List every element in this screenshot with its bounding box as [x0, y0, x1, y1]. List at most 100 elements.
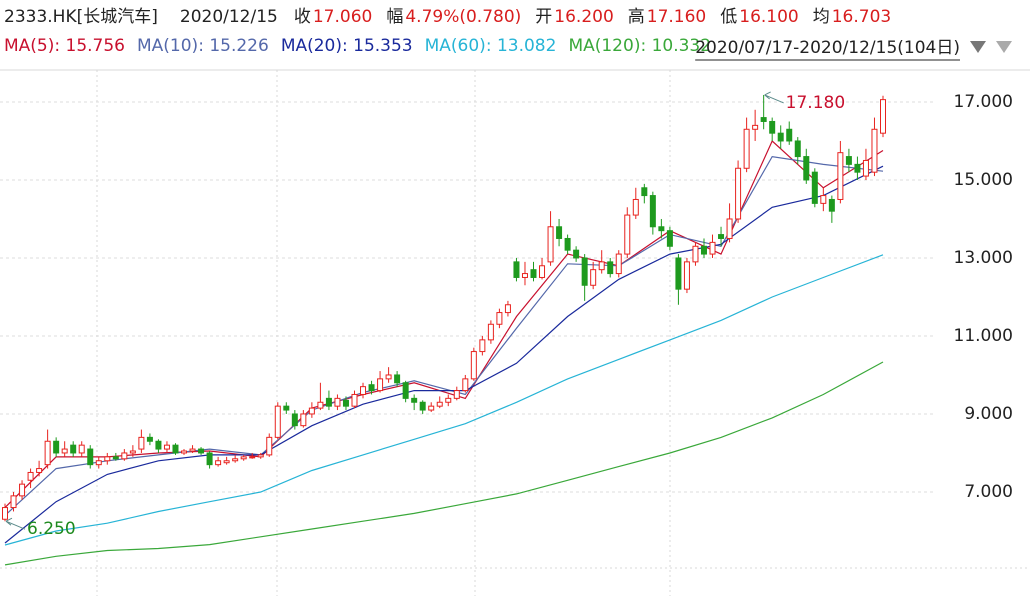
candle-body — [146, 436, 153, 442]
candle-body — [615, 253, 622, 275]
candle-body — [266, 436, 273, 456]
candle-body — [274, 405, 281, 438]
candle-body — [411, 397, 418, 403]
quote-label: 幅 — [386, 7, 403, 27]
candle-body — [70, 444, 77, 454]
candle-body — [504, 304, 511, 314]
candle-body — [581, 257, 588, 286]
y-tick-label: 7.000 — [964, 482, 1013, 502]
candle-body — [598, 261, 605, 271]
candle-body — [683, 261, 690, 290]
quote-value: 17.160 — [647, 7, 706, 27]
ma-line — [4, 254, 884, 546]
candle-body — [53, 440, 60, 454]
candle-body — [649, 195, 656, 228]
candle-body — [496, 312, 503, 325]
legend-entry: MA(5): 15.756 — [4, 36, 125, 56]
candle-body — [10, 495, 17, 509]
candle-body — [539, 265, 546, 278]
dropdown-icon — [970, 41, 986, 53]
candle-body — [317, 401, 324, 409]
candle-body — [163, 444, 170, 450]
candle-body — [590, 269, 597, 286]
candle-body — [777, 132, 784, 142]
y-tick-label: 15.000 — [954, 170, 1013, 190]
quote-label: 均 — [813, 7, 830, 27]
legend-entry: MA(20): 15.353 — [281, 36, 413, 56]
candle-body — [172, 444, 179, 454]
candle-body — [820, 195, 827, 204]
candle-body — [206, 452, 213, 466]
candle-body — [564, 237, 571, 251]
quote-label: 开 — [535, 7, 552, 27]
candle-body — [487, 323, 494, 341]
candle-body — [726, 218, 733, 239]
candle-body — [718, 234, 725, 239]
dropdown-icon — [996, 41, 1012, 53]
candle-body — [573, 249, 580, 259]
candle-body — [862, 159, 869, 177]
candle-body — [368, 384, 375, 392]
legend-entry: MA(120): 10.332 — [568, 36, 711, 56]
candle-body — [61, 448, 68, 454]
annotation-arrow — [5, 517, 26, 530]
candle-body — [470, 351, 477, 380]
candle-body — [692, 245, 699, 263]
candle-body — [155, 440, 162, 450]
candle-body — [19, 483, 26, 497]
candle-body — [428, 405, 435, 411]
candle-body — [377, 378, 384, 392]
annotation-label: 6.250 — [27, 519, 76, 539]
candle-body — [513, 261, 520, 278]
candle-body — [880, 99, 886, 134]
date: 2020/12/15 — [180, 7, 278, 27]
candle-body — [547, 226, 554, 263]
candle-body — [223, 460, 230, 464]
candle-body — [78, 444, 85, 454]
candle-body — [828, 198, 835, 212]
candle-body — [556, 226, 563, 239]
candle-body — [232, 458, 239, 462]
quote-header: 2333.HK[长城汽车] 2020/12/15 收 17.060 幅 4.79%(0.7… — [4, 7, 891, 27]
annotation-arrow — [764, 91, 784, 104]
candle-body — [752, 124, 759, 130]
candle-body — [291, 413, 298, 427]
y-tick-label: 17.000 — [954, 92, 1013, 112]
candle-body — [181, 450, 188, 454]
candle-body — [325, 397, 332, 407]
candle-body — [44, 440, 51, 466]
quote-label: 高 — [628, 7, 645, 27]
quote-value: 16.200 — [554, 7, 613, 27]
candle-body — [675, 257, 682, 290]
candle-body — [129, 450, 136, 454]
candle-body — [479, 339, 486, 353]
quote-value: 16.100 — [739, 7, 798, 27]
quote-value: 16.703 — [832, 7, 891, 27]
candle-body — [419, 401, 426, 411]
candle-body — [607, 261, 614, 275]
candle-body — [794, 140, 801, 158]
candle-body — [334, 397, 341, 407]
candle-body — [871, 128, 878, 173]
candle-body — [112, 456, 119, 460]
candle-body — [36, 468, 43, 473]
candle-body — [138, 436, 145, 450]
ma-line — [4, 361, 884, 566]
candle-body — [283, 405, 290, 411]
candle-body — [658, 226, 665, 232]
candle-body — [215, 460, 222, 466]
candle-body — [394, 374, 401, 384]
candle-body — [198, 448, 205, 454]
candle-body — [351, 393, 358, 407]
candle-body — [385, 374, 392, 380]
y-tick-label: 9.000 — [964, 404, 1013, 424]
plot-area: 7.000 9.000 11.000 13.000 15.000 17.000 17.180… — [0, 91, 1013, 566]
candle-body — [837, 152, 844, 200]
quote-label: 低 — [720, 7, 737, 27]
candle-body — [743, 128, 750, 169]
candle-body — [402, 382, 409, 399]
candle-body — [436, 401, 443, 407]
